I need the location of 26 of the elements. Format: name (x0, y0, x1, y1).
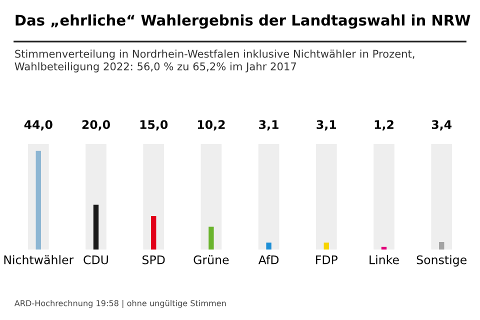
data-label: 3,4 (432, 120, 452, 131)
bar (439, 242, 444, 250)
bar (151, 216, 156, 250)
x-tick-label: AfD (258, 255, 279, 264)
x-tick-label: SPD (142, 255, 165, 264)
bar (266, 242, 272, 250)
text: ARD-Hochrechnung 19:58 | ohne ungültige Stimmen (14, 300, 226, 308)
x-tick-label: FDP (316, 256, 338, 264)
chart-title: Das „ehrliche“ Wahlergebnis der Landtagswahl in NRW (16, 14, 470, 29)
bar (36, 150, 41, 250)
bar (93, 204, 99, 250)
bar (324, 242, 329, 250)
x-tick-label: CDU (84, 255, 108, 264)
data-label: 10,2 (198, 120, 225, 131)
data-label: 3,1 (259, 120, 278, 131)
x-tick-label: Grüne (194, 255, 229, 264)
bar (208, 226, 214, 250)
data-label: 15,0 (140, 120, 168, 131)
chart-subtitle: Stimmenverteilung in Nordrhein-Westfalen inklusive Nichtwähler in Prozent, Wahlbeteiligung 2022: 56,0 % zu 65,2% im Jahr 2017 (14, 50, 414, 72)
x-tick-label: Nichtwähler (4, 255, 74, 264)
data-label: 3,1 (316, 120, 336, 131)
x-tick-label: Linke (370, 255, 399, 264)
data-label: 20,0 (82, 120, 110, 131)
x-tick-label: Sonstige (416, 255, 466, 267)
data-label: 44,0 (24, 120, 52, 131)
data-label: 1,2 (374, 120, 394, 131)
